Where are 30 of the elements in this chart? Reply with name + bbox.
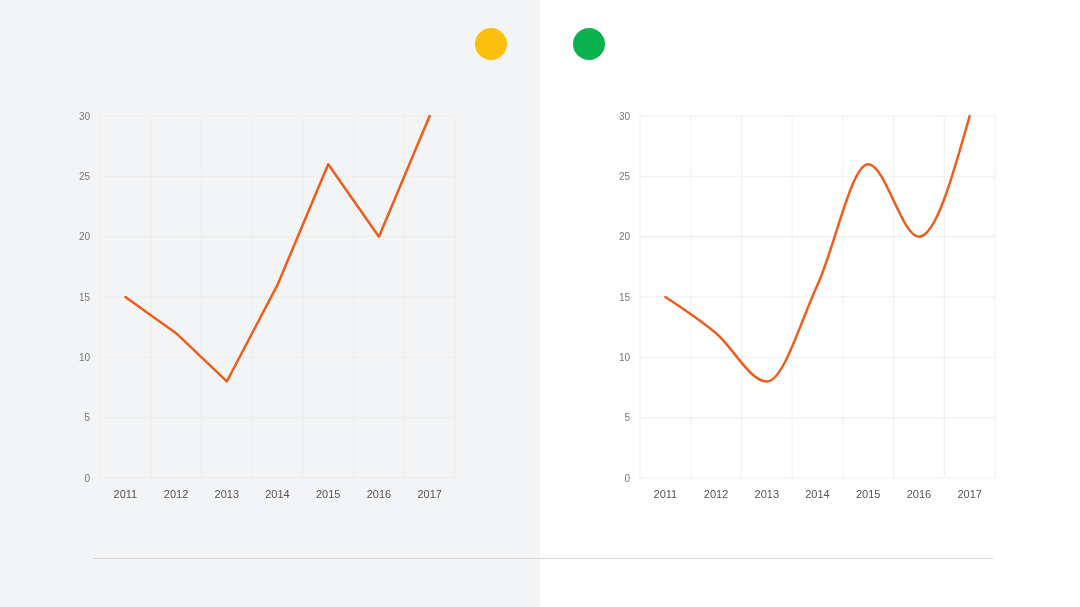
x-tick-label: 2011 [653,488,678,500]
y-tick-label: 15 [618,291,631,303]
y-tick-label: 0 [84,472,91,484]
y-tick-label: 20 [78,231,91,243]
x-tick-label: 2015 [855,488,881,500]
x-tick-label: 2017 [957,488,982,500]
y-tick-label: 25 [78,170,91,182]
x-tick-label: 2012 [703,488,729,500]
x-tick-label: 2015 [315,488,341,500]
y-tick-label: 25 [618,170,631,182]
y-tick-label: 20 [618,231,631,243]
y-tick-label: 5 [624,412,631,424]
y-tick-label: 10 [78,351,91,363]
x-tick-label: 2014 [265,488,290,500]
x-tick-label: 2017 [417,488,442,500]
y-tick-label: 5 [84,412,91,424]
y-tick-label: 15 [78,291,91,303]
x-tick-label: 2013 [754,488,780,500]
x-tick-label: 2016 [906,488,932,500]
x-tick-label: 2014 [805,488,830,500]
x-tick-label: 2016 [366,488,392,500]
line-series [664,114,971,383]
x-tick-label: 2011 [113,488,138,500]
y-tick-label: 30 [78,110,91,122]
x-tick-label: 2013 [214,488,240,500]
y-tick-label: 30 [618,110,631,122]
y-tick-label: 10 [618,351,631,363]
x-tick-label: 2012 [163,488,189,500]
y-tick-label: 0 [624,472,631,484]
line-series [124,114,431,383]
